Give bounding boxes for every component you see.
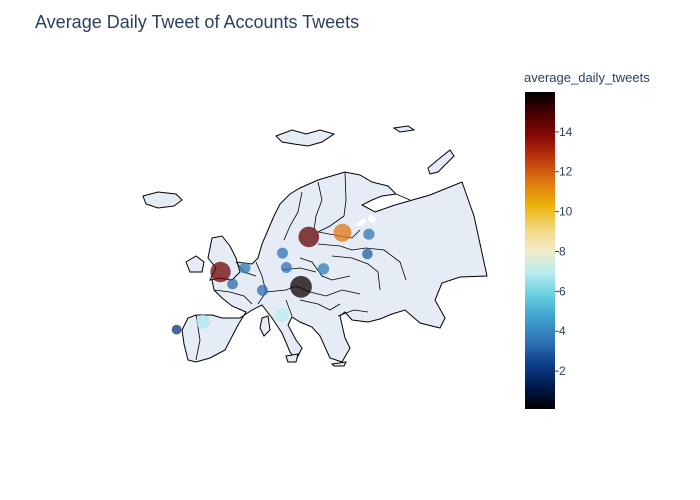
crete [330,361,347,367]
data-point[interactable] [274,308,290,323]
colorbar-tick-label: 12 [559,165,573,179]
data-point[interactable] [362,248,373,260]
scatter-points[interactable] [171,223,375,335]
colorbar-tick-label: 14 [559,125,573,139]
sicily [285,353,299,363]
svalbard [275,129,336,147]
iceland [142,191,183,209]
colorbar-tick-label: 2 [559,364,566,378]
colorbar-ticks: 2 4 6 8 10 12 14 [555,125,573,378]
data-point[interactable] [290,275,312,298]
lake-ladoga [356,218,366,228]
corsica-sardinia [259,315,271,337]
data-point[interactable] [195,314,210,329]
colorbar-title: average_daily_tweets [524,70,650,85]
land-outlines [142,125,488,367]
colorbar-tick-label: 10 [559,205,573,219]
colorbar-tick-label: 4 [559,324,566,338]
mainland-europe [181,171,488,363]
data-point[interactable] [298,226,320,248]
data-point[interactable] [333,223,352,242]
data-point[interactable] [210,261,231,283]
novaya-zemlya [427,149,455,175]
ireland [185,255,205,273]
data-point[interactable] [363,228,375,240]
lakes [356,214,376,228]
data-point[interactable] [317,263,330,275]
colorbar-tick-label: 6 [559,284,566,298]
data-point[interactable] [280,262,292,273]
data-point[interactable] [277,247,288,259]
colorbar [525,92,555,409]
data-point[interactable] [171,324,182,335]
data-point[interactable] [239,262,251,274]
svalbard-east [392,125,416,133]
data-point[interactable] [227,278,238,290]
colorbar-tick-label: 8 [559,244,566,258]
data-point[interactable] [257,284,268,296]
chart-title: Average Daily Tweet of Accounts Tweets [35,12,360,32]
lake-onega [368,214,376,224]
